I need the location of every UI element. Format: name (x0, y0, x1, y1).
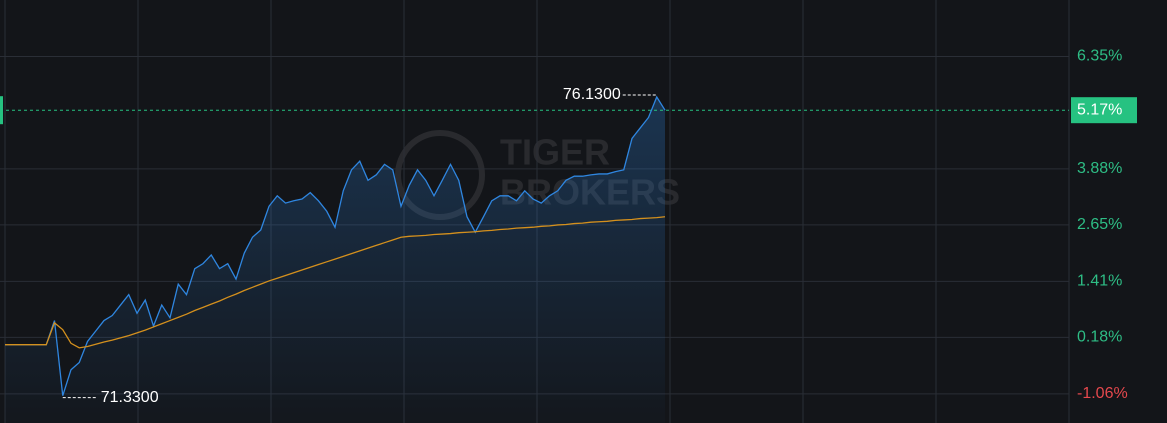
y-tick-label: -1.06% (1077, 385, 1128, 402)
line (5, 95, 666, 396)
high-label: 76.1300 (563, 86, 621, 103)
y-tick-label: 6.35% (1077, 48, 1122, 65)
area (5, 96, 665, 423)
y-tick-label: 0.18% (1077, 329, 1122, 346)
y-tick-label: 1.41% (1077, 273, 1122, 290)
last-marker (0, 96, 3, 125)
y-tick-label: 2.65% (1077, 216, 1122, 233)
line (5, 216, 666, 349)
watermark-text: TIGER (500, 132, 610, 173)
y-tick-label: 3.88% (1077, 160, 1122, 177)
last-label: 5.17% (1077, 101, 1122, 118)
low-label: 71.3300 (101, 389, 159, 406)
last-tag (1071, 97, 1137, 124)
